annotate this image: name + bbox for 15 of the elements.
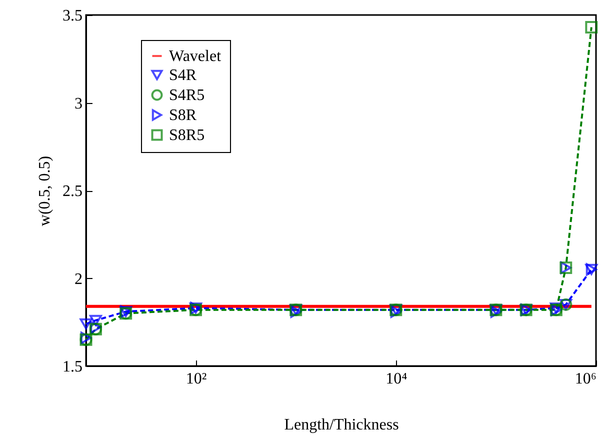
legend-label: S4R5 <box>169 87 205 104</box>
x-tick-label: 10⁶ <box>574 370 596 388</box>
legend-label: S8R5 <box>169 127 205 144</box>
y-tick-label: 3.5 <box>62 8 82 24</box>
legend-label: Wavelet <box>169 48 222 65</box>
legend-label: S8R <box>169 107 197 124</box>
y-axis-title: w(0.5, 0.5) <box>36 156 54 226</box>
x-axis-title: Length/Thickness <box>284 416 399 434</box>
x-tick-label: 10² <box>186 370 207 388</box>
y-tick-label: 3 <box>74 95 82 112</box>
x-tick-label: 10⁴ <box>386 370 408 388</box>
y-tick-label: 1.5 <box>62 358 82 376</box>
y-tick-label: 2.5 <box>62 183 82 200</box>
y-tick-label: 2 <box>74 270 82 288</box>
legend-label: S4R <box>169 67 197 84</box>
